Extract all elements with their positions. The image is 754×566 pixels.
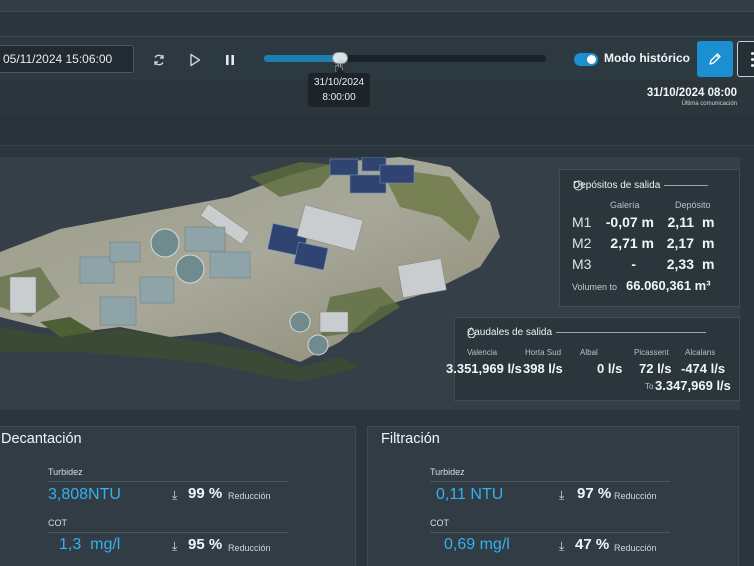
row-deposito-m2: 2,17 [666, 235, 694, 251]
plant-map-card: Depósitos de salida Galería Depósito M1 … [0, 157, 740, 410]
reduction-label: Reducción [228, 491, 271, 501]
cot-label: COT [48, 518, 67, 528]
turbidity-value: 3,808NTU [48, 486, 121, 503]
playback-toolbar: 05/11/2024 15:06:00 ☝ Modo histórico [0, 36, 754, 80]
reduction-label: Reducción [228, 543, 271, 553]
last-communication-label: Última comunicación [681, 101, 737, 107]
plant-aerial-image [0, 157, 500, 382]
deposits-title: Depósitos de salida [573, 180, 709, 191]
timeline-handle[interactable] [332, 52, 349, 64]
filtration-card: Filtración Turbidez 0,11 NTU ⤓ 97 % Redu… [367, 426, 739, 566]
pencil-icon [709, 53, 721, 65]
divider [430, 481, 670, 482]
reduction-label: Reducción [614, 491, 657, 501]
tooltip-time: 8:00:00 [322, 92, 356, 103]
volume-label: Volumen to [572, 282, 618, 292]
col-valencia: Valencia [467, 348, 498, 357]
flow-alcalans: -474 l/s [681, 361, 726, 376]
col-horta-sud: Horta Sud [525, 348, 562, 357]
water-drop-icon [467, 327, 476, 338]
last-communication: 31/10/2024 08:00 Última comunicación [647, 87, 737, 107]
tooltip-date: 31/10/2024 [313, 77, 365, 88]
row-galeria-m1: -0,07 m [605, 214, 654, 230]
row-unit-m1: m [702, 214, 715, 230]
turbidity-value: 0,11 NTU [436, 486, 504, 503]
cot-value: 0,69 mg/l [444, 536, 510, 553]
flow-valencia: 3.351,969 l/s [446, 361, 522, 376]
flow-total: 3.347,969 l/s [655, 378, 731, 393]
decantation-card: Decantación Turbidez 3,808NTU ⤓ 99 % Red… [0, 426, 356, 566]
col-albal: Albal [580, 348, 598, 357]
divider [556, 332, 707, 333]
flow-albal: 0 l/s [597, 361, 623, 376]
historic-mode-toggle[interactable] [574, 53, 598, 66]
turbidity-label: Turbidez [48, 467, 83, 477]
gauge-icon [573, 180, 584, 191]
flows-title: Caudales de salida [467, 327, 707, 338]
cot-reduction-pct: 47 % [575, 536, 610, 553]
divider [48, 481, 288, 482]
date-input[interactable]: 05/11/2024 15:06:00 [0, 45, 134, 73]
col-alcalans: Alcalans [685, 348, 716, 357]
reduction-label: Reducción [614, 543, 657, 553]
last-communication-date: 31/10/2024 08:00 [646, 87, 737, 99]
divider [48, 532, 288, 533]
volume-value: 66.060,361 m³ [626, 278, 711, 293]
flow-picassent: 72 l/s [639, 361, 672, 376]
down-arrow-icon: ⤓ [559, 488, 565, 502]
refresh-icon [154, 54, 164, 66]
col-picassent: Picassent [634, 348, 669, 357]
edit-button[interactable] [697, 41, 733, 77]
filtration-title: Filtración [381, 431, 440, 447]
turbidity-label: Turbidez [430, 467, 465, 477]
top-header-strip [0, 0, 754, 12]
divider [664, 185, 709, 186]
timeline-progress-fill [264, 55, 341, 62]
turbidity-reduction-pct: 99 % [188, 485, 223, 502]
decantation-title: Decantación [1, 431, 82, 447]
row-unit-m2: m [702, 235, 715, 251]
down-arrow-icon: ⤓ [172, 488, 178, 502]
cot-value: 1,3 mg/l [59, 536, 121, 553]
timeline-tooltip: 31/10/2024 8:00:00 [308, 68, 370, 107]
timeline-slider[interactable]: ☝ [264, 52, 546, 76]
cot-reduction-pct: 95 % [188, 536, 223, 553]
divider [430, 532, 670, 533]
play-button[interactable] [184, 49, 206, 71]
down-arrow-icon: ⤓ [559, 539, 565, 553]
turbidity-reduction-pct: 97 % [577, 485, 612, 502]
historic-mode-label: Modo histórico [604, 51, 690, 65]
row-label-m3: M3 [572, 256, 592, 272]
hand-cursor-icon: ☝ [334, 57, 344, 77]
kebab-menu-icon[interactable] [737, 41, 754, 77]
row-galeria-m3: - [631, 256, 636, 272]
row-galeria-m2: 2,71 m [610, 235, 654, 251]
col-galeria: Galería [610, 200, 640, 210]
toggle-knob [587, 55, 596, 64]
row-deposito-m3: 2,33 [666, 256, 694, 272]
col-deposito: Depósito [675, 200, 711, 210]
flow-horta-sud: 398 l/s [523, 361, 563, 376]
pause-icon [226, 55, 234, 65]
cot-label: COT [430, 518, 449, 528]
row-deposito-m1: 2,11 [667, 214, 694, 230]
row-label-m1: M1 [572, 214, 592, 230]
row-label-m2: M2 [572, 235, 592, 251]
section-band [0, 116, 754, 146]
play-icon [190, 53, 201, 67]
flows-title-text: Caudales de salida [467, 327, 553, 338]
deposits-title-text: Depósitos de salida [573, 180, 661, 191]
total-label: To [645, 382, 654, 391]
flows-panel: Caudales de salida Valencia Horta Sud Al… [446, 317, 740, 401]
row-unit-m3: m [702, 256, 715, 272]
down-arrow-icon: ⤓ [172, 539, 178, 553]
pause-button[interactable] [219, 49, 241, 71]
deposits-panel: Depósitos de salida Galería Depósito M1 … [559, 169, 740, 307]
refresh-button[interactable] [148, 49, 170, 71]
